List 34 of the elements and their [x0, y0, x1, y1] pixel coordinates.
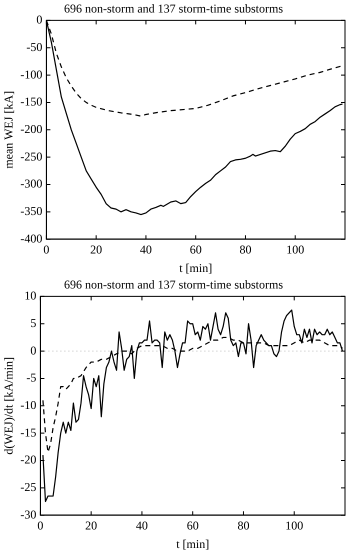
y-tick-label: -25	[20, 480, 36, 494]
x-tick-label: 100	[286, 242, 304, 257]
y-tick-label: -50	[26, 40, 42, 54]
y-axis-title: mean WEJ [kA]	[1, 90, 16, 169]
x-tick-label: 60	[190, 242, 202, 257]
x-axis-title: t [min]	[176, 536, 210, 551]
x-tick-label: 20	[85, 518, 98, 533]
y-tick-label: -15	[20, 425, 36, 440]
y-tick-label: -250	[20, 149, 42, 164]
y-tick-label: 5	[30, 316, 36, 330]
y-tick-label: -5	[26, 370, 36, 385]
y-tick-label: -100	[20, 67, 42, 82]
x-tick-label: 40	[140, 242, 152, 257]
y-tick-label: -350	[20, 204, 42, 218]
x-tick-label: 40	[136, 518, 148, 533]
x-tick-label: 20	[90, 242, 102, 257]
y-tick-label: -150	[20, 94, 42, 109]
y-tick-label: -10	[20, 398, 36, 412]
chart-title: 696 non-storm and 137 storm-time substorms	[64, 1, 284, 16]
y-tick-label: -400	[20, 231, 42, 246]
y-tick-label: -200	[20, 122, 42, 136]
y-tick-label: 10	[24, 288, 36, 303]
chart-title: 696 non-storm and 137 storm-time substorms	[64, 277, 284, 292]
y-tick-label: -20	[20, 452, 36, 467]
y-tick-label: -30	[20, 507, 36, 522]
y-tick-label: 0	[30, 343, 36, 358]
x-axis-title: t [min]	[179, 260, 212, 275]
x-tick-label: 100	[285, 518, 304, 533]
x-tick-label: 80	[237, 518, 250, 533]
y-tick-label: 0	[36, 12, 42, 27]
x-tick-label: 60	[186, 518, 199, 533]
x-tick-label: 80	[239, 242, 252, 257]
y-axis-title: d(WEJ)/dt [kA/min]	[1, 356, 16, 455]
y-tick-label: -300	[20, 176, 42, 191]
